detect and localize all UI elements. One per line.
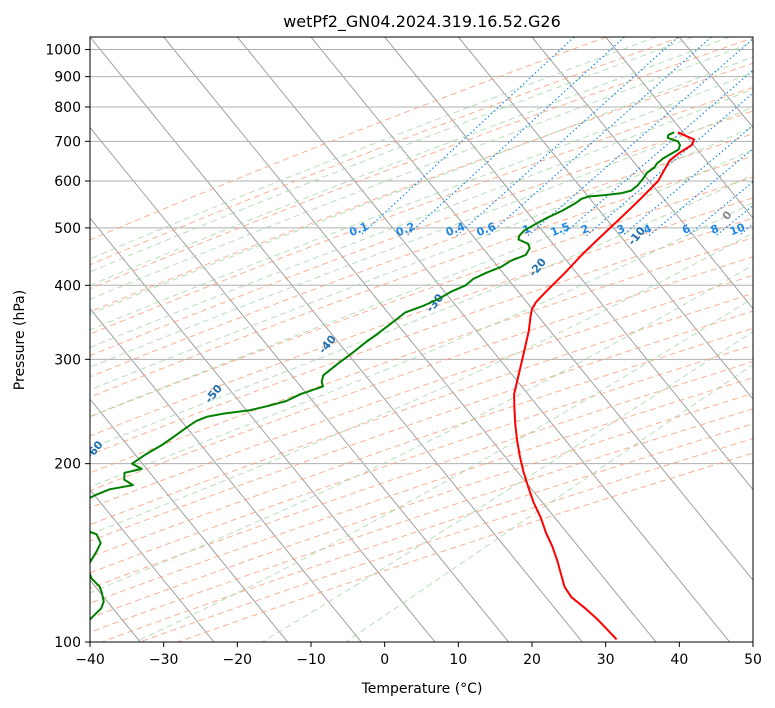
moist-adiabat-line [90, 37, 657, 260]
dry-adiabat-line [90, 217, 753, 456]
chart-title: wetPf2_GN04.2024.319.16.52.G26 [283, 12, 561, 32]
y-tick-label: 600 [54, 174, 81, 190]
x-tick-label: 20 [523, 652, 541, 668]
plot-frame [89, 36, 754, 643]
x-tick-label: −30 [149, 652, 179, 668]
isotherm-line [90, 217, 436, 642]
y-tick-label: 500 [54, 221, 81, 237]
isotherm-line [163, 37, 657, 642]
y-tick-label: 100 [54, 635, 81, 651]
y-tick-label: 800 [54, 100, 81, 116]
moist-adiabat-lines [90, 37, 753, 642]
moist-adiabat-line [90, 56, 753, 315]
mixing-ratio-line [585, 92, 753, 237]
mixing-ratio-label: 8 [709, 222, 721, 237]
mixing-ratio-label: 2 [579, 222, 591, 237]
mixing-ratio-label: 3 [615, 222, 627, 237]
x-tick-label: −40 [75, 652, 105, 668]
isotherm-line [90, 398, 289, 642]
dewpoint-profile-line [90, 131, 681, 622]
y-axis-label: Pressure (hPa) [12, 290, 28, 390]
isotherm-line [531, 37, 753, 310]
mixing-ratio-label: 10 [728, 220, 747, 238]
x-tick-label: 50 [744, 652, 762, 668]
moist-adiabat-line [90, 37, 693, 273]
mixing-ratio-line [621, 124, 753, 237]
isotherm-line [605, 37, 753, 219]
mixing-ratio-line [687, 181, 753, 237]
x-axis-label: Temperature (°C) [361, 681, 483, 697]
dry-adiabat-line [90, 377, 753, 604]
dry-adiabat-line [90, 110, 753, 357]
dry-adiabat-line [90, 237, 753, 474]
dry-adiabat-line [90, 37, 753, 290]
moist-adiabat-line [90, 174, 753, 449]
dry-adiabat-line [90, 361, 753, 589]
dry-adiabat-line [90, 327, 753, 558]
mixing-ratio-line [359, 37, 575, 237]
x-axis-ticks: −40 −30 −20 −10 0 10 20 30 40 50 [75, 642, 762, 668]
y-axis-ticks: 100 200 300 400 500 600 700 800 900 1000 [45, 43, 90, 651]
y-tick-label: 400 [54, 278, 81, 294]
isotherm-line [90, 37, 583, 642]
y-tick-label: 200 [54, 457, 81, 473]
plot-area: -100-90-80-70-60-50-40-30-20-10010203040… [90, 37, 753, 642]
x-tick-label: −10 [296, 652, 326, 668]
dry-adiabat-line [90, 86, 753, 335]
mixing-ratio-lines [359, 37, 753, 237]
x-tick-label: 0 [380, 652, 389, 668]
mixing-ratio-line [406, 37, 625, 237]
x-tick-label: 40 [670, 652, 688, 668]
isotherm-line [90, 307, 362, 642]
dry-adiabat-line [90, 310, 753, 542]
sounding-profiles [90, 131, 696, 641]
y-tick-label: 900 [54, 70, 81, 86]
dry-adiabat-line [90, 274, 753, 509]
mixing-ratio-line [561, 69, 753, 237]
moist-adiabat-line [90, 149, 753, 418]
x-tick-label: 10 [449, 652, 467, 668]
x-tick-label: 30 [597, 652, 615, 668]
dry-adiabat-line [90, 37, 682, 266]
mixing-ratio-line [456, 37, 679, 237]
temperature-profile-line [513, 131, 696, 641]
y-tick-label: 300 [54, 352, 81, 368]
x-tick-label: −20 [223, 652, 253, 668]
moist-adiabat-line [345, 363, 753, 642]
isotherm-line [236, 37, 731, 642]
mixing-ratio-line [487, 37, 712, 237]
moist-adiabat-line [135, 297, 753, 642]
dry-adiabat-line [90, 37, 607, 241]
y-tick-label: 1000 [45, 43, 81, 59]
isotherm-line [384, 37, 753, 491]
moist-adiabat-line [90, 106, 753, 368]
moist-adiabat-line [261, 331, 753, 642]
moist-adiabat-line [90, 71, 753, 331]
y-tick-label: 700 [54, 134, 81, 150]
